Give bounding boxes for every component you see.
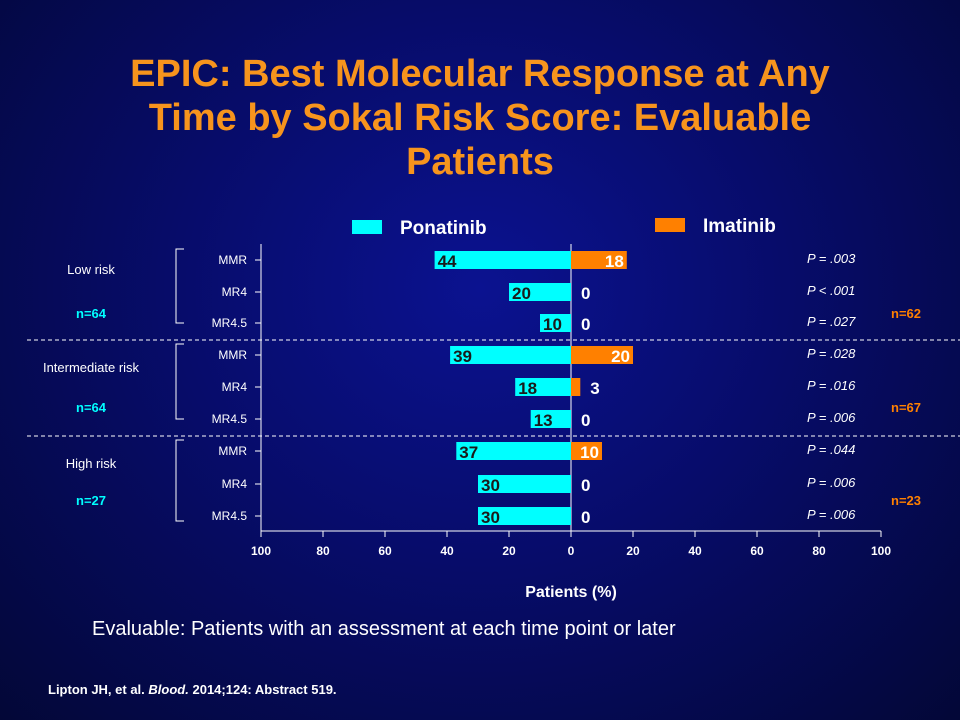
legend-swatch-imatinib [655, 218, 685, 232]
p-value-label: P = .016 [807, 378, 856, 393]
x-axis-label: Patients (%) [525, 584, 617, 601]
x-tick-label: 40 [688, 544, 702, 558]
ponatinib-value-label: 30 [481, 476, 500, 495]
p-value-label: P = .006 [807, 410, 856, 425]
group-bracket [175, 439, 184, 522]
risk-group-label: Low risk [67, 262, 115, 277]
citation: Lipton JH, et al. Blood. 2014;124: Abstr… [48, 682, 337, 697]
ponatinib-n-label: n=64 [76, 400, 107, 415]
risk-group-label: Intermediate risk [43, 360, 140, 375]
ponatinib-bar [456, 442, 571, 460]
category-label: MR4 [222, 380, 248, 394]
p-value-label: P = .044 [807, 442, 855, 457]
ponatinib-bar [509, 283, 571, 301]
slide-title: EPIC: Best Molecular Response at Any Tim… [40, 52, 920, 184]
imatinib-n-label: n=23 [891, 493, 921, 508]
legend-label-ponatinib: Ponatinib [400, 218, 487, 239]
imatinib-value-label: 3 [590, 379, 599, 398]
x-tick-label: 20 [502, 544, 516, 558]
ponatinib-bar [540, 314, 571, 332]
p-value-label: P = .006 [807, 475, 856, 490]
imatinib-bar [571, 251, 627, 269]
p-value-label: P = .028 [807, 346, 856, 361]
ponatinib-n-label: n=64 [76, 306, 107, 321]
imatinib-n-label: n=67 [891, 400, 921, 415]
ponatinib-value-label: 20 [512, 284, 531, 303]
p-value-label: P = .027 [807, 314, 856, 329]
p-value-label: P = .006 [807, 507, 856, 522]
citation-journal: Blood. [148, 682, 189, 697]
imatinib-value-label: 0 [581, 508, 590, 527]
category-label: MR4 [222, 477, 248, 491]
x-tick-label: 60 [378, 544, 392, 558]
ponatinib-bar [515, 378, 571, 396]
ponatinib-value-label: 18 [518, 379, 537, 398]
title-line-1: EPIC: Best Molecular Response at Any [130, 53, 830, 95]
title-line-3: Patients [406, 141, 554, 183]
imatinib-value-label: 18 [605, 252, 624, 271]
imatinib-value-label: 0 [581, 315, 590, 334]
x-tick-label: 100 [871, 544, 891, 558]
x-tick-label: 100 [251, 544, 271, 558]
category-label: MR4.5 [212, 316, 248, 330]
imatinib-value-label: 0 [581, 476, 590, 495]
ponatinib-value-label: 10 [543, 315, 562, 334]
x-tick-label: 20 [626, 544, 640, 558]
title-line-2: Time by Sokal Risk Score: Evaluable [148, 97, 812, 139]
imatinib-value-label: 10 [580, 443, 599, 462]
group-bracket [175, 343, 184, 420]
x-tick-label: 40 [440, 544, 454, 558]
imatinib-bar [571, 442, 602, 460]
risk-group-label: High risk [66, 456, 117, 471]
ponatinib-value-label: 13 [534, 411, 553, 430]
category-label: MR4.5 [212, 412, 248, 426]
ponatinib-n-label: n=27 [76, 493, 106, 508]
group-bracket [175, 248, 184, 324]
imatinib-value-label: 0 [581, 411, 590, 430]
ponatinib-bar [450, 346, 571, 364]
x-tick-label: 80 [812, 544, 826, 558]
citation-authors: Lipton JH, et al. [48, 682, 145, 697]
x-tick-label: 60 [750, 544, 764, 558]
imatinib-value-label: 0 [581, 284, 590, 303]
category-label: MMR [218, 253, 247, 267]
imatinib-n-label: n=62 [891, 306, 921, 321]
category-label: MR4 [222, 285, 248, 299]
ponatinib-value-label: 37 [459, 443, 478, 462]
legend-swatch-ponatinib [352, 220, 382, 234]
ponatinib-value-label: 44 [438, 252, 457, 271]
ponatinib-value-label: 39 [453, 347, 472, 366]
x-tick-label: 80 [316, 544, 330, 558]
ponatinib-bar [478, 475, 571, 493]
ponatinib-bar [434, 251, 571, 269]
legend-label-imatinib: Imatinib [703, 216, 776, 237]
evaluable-footnote: Evaluable: Patients with an assessment a… [92, 618, 676, 640]
imatinib-bar [571, 346, 633, 364]
imatinib-bar [571, 378, 581, 396]
p-value-label: P = .003 [807, 251, 856, 266]
ponatinib-bar [530, 410, 571, 428]
category-label: MMR [218, 348, 247, 362]
category-label: MMR [218, 444, 247, 458]
category-label: MR4.5 [212, 509, 248, 523]
ponatinib-bar [478, 507, 571, 525]
citation-details: 2014;124: Abstract 519. [192, 682, 337, 697]
p-value-label: P < .001 [807, 283, 855, 298]
imatinib-value-label: 20 [611, 347, 630, 366]
ponatinib-value-label: 30 [481, 508, 500, 527]
x-tick-label: 0 [568, 544, 575, 558]
